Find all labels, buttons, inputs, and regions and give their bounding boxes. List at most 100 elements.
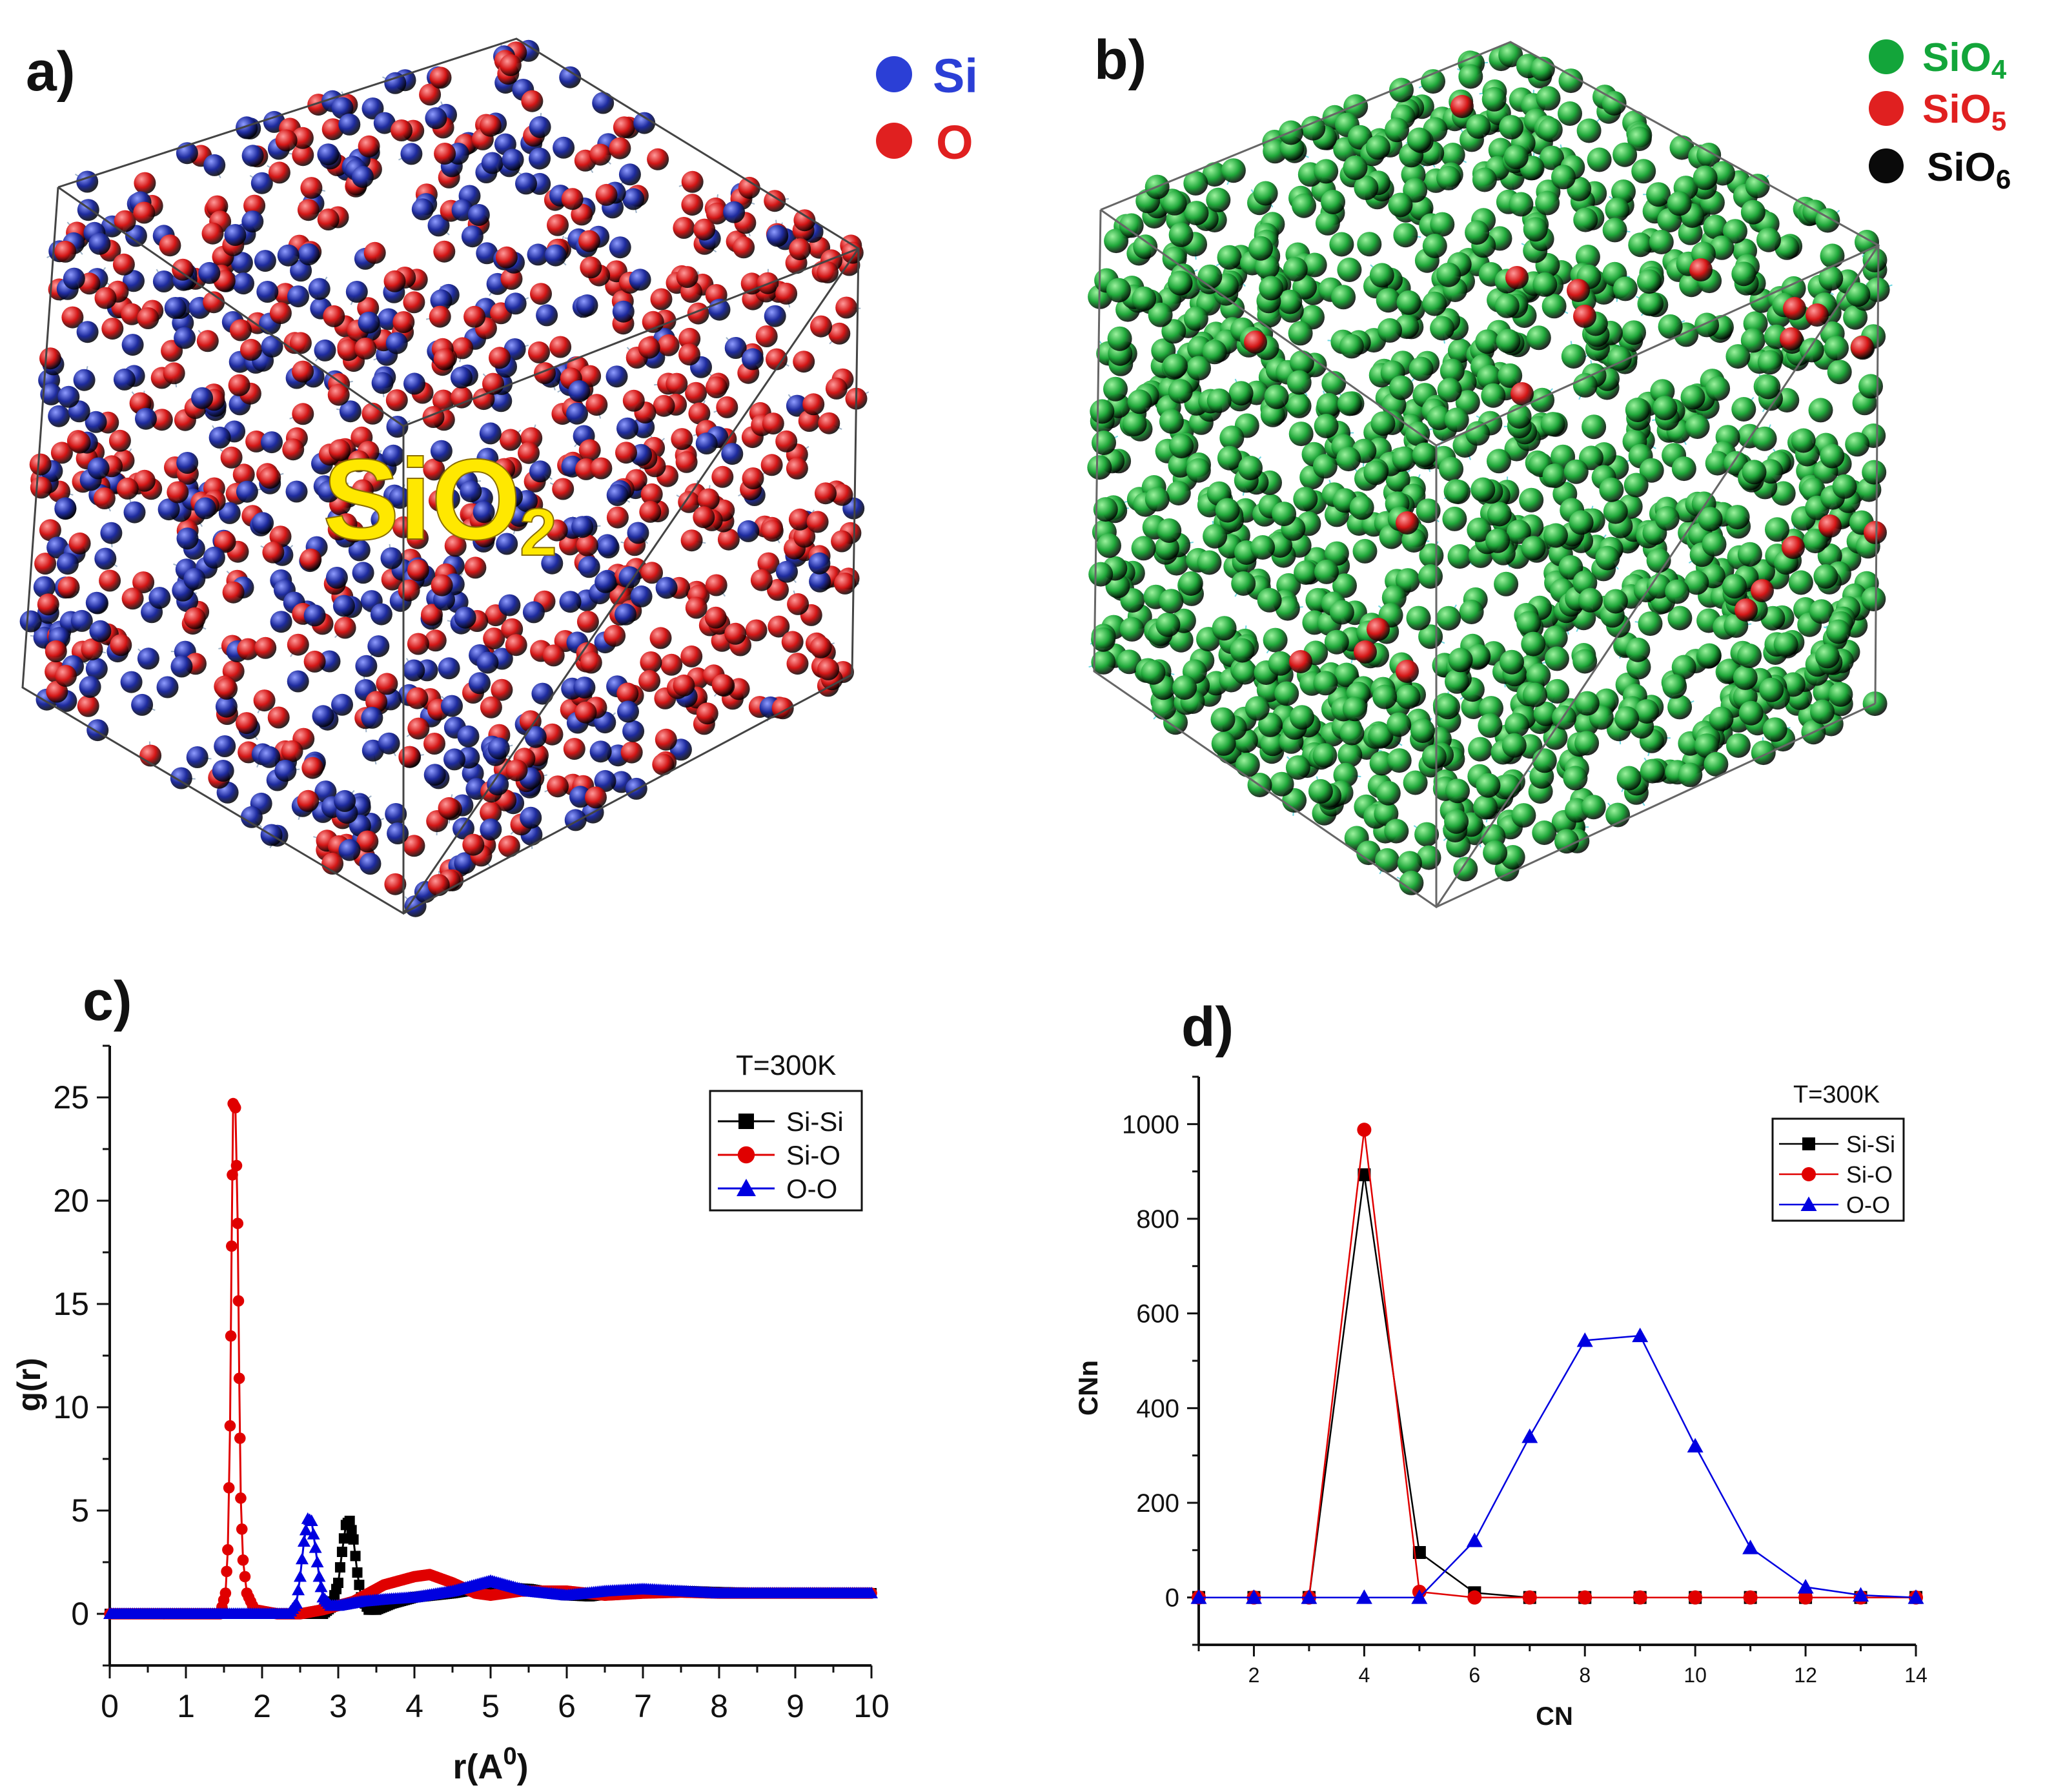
sio5-atom — [1573, 305, 1596, 328]
o-atom — [407, 559, 429, 582]
o-atom — [444, 535, 467, 557]
o-atom — [419, 83, 442, 106]
o-atom — [676, 266, 698, 289]
si-atom — [170, 767, 192, 789]
o-atom — [640, 651, 662, 673]
sio4-atom — [1357, 232, 1382, 257]
o-atom — [762, 412, 784, 435]
sio4-atom — [1232, 660, 1257, 685]
o-atom — [825, 377, 848, 400]
sio4-atom — [1132, 286, 1157, 311]
si-atom — [287, 285, 309, 308]
sio5-atom — [1818, 514, 1842, 538]
y-tick-label: 200 — [1136, 1489, 1179, 1518]
y-tick-label: 20 — [53, 1183, 89, 1219]
o-atom — [761, 520, 784, 542]
x-tick-label: 8 — [1579, 1664, 1591, 1687]
sio4-atom — [1762, 717, 1787, 742]
o-atom — [34, 553, 57, 575]
sio4-atom — [1481, 87, 1507, 112]
si-atom — [120, 671, 143, 693]
sio4-atom — [1572, 649, 1598, 674]
sio4-atom — [1722, 574, 1747, 599]
sio4-atom — [1301, 116, 1326, 141]
sio4-atom — [1516, 611, 1541, 636]
sio4-atom — [1329, 232, 1354, 257]
si-atom — [480, 819, 502, 840]
sio4-atom — [1446, 480, 1470, 505]
sio4-atom — [1501, 733, 1527, 758]
o-atom — [775, 282, 798, 305]
sio4-atom — [1436, 606, 1461, 631]
data-point — [1742, 1540, 1759, 1554]
si-atom — [527, 243, 549, 266]
si-atom — [609, 236, 631, 259]
sio4-atom — [1551, 165, 1576, 190]
sio4-atom — [1733, 665, 1758, 690]
sio4-atom — [1788, 570, 1813, 595]
sio4-atom — [1148, 302, 1173, 327]
sio4-atom — [1526, 325, 1551, 351]
si-atom — [325, 567, 348, 589]
o-atom — [518, 442, 540, 464]
o-atom — [789, 238, 811, 261]
o-atom — [351, 479, 374, 502]
o-atom — [54, 240, 77, 263]
si-atom — [498, 594, 521, 616]
o-atom — [335, 513, 358, 535]
si-atom — [629, 269, 651, 291]
si-atom — [261, 335, 283, 358]
legend-sio4-marker — [1869, 39, 1904, 74]
sio4-atom — [1694, 312, 1720, 338]
o-atom — [289, 332, 312, 354]
o-atom — [108, 429, 131, 452]
x-tick-label: 10 — [853, 1688, 890, 1724]
si-atom — [809, 570, 831, 593]
sio4-atom — [1092, 431, 1116, 455]
o-atom — [337, 339, 360, 361]
sio4-atom — [1554, 829, 1579, 854]
legend-d: Si-Si Si-O O-O — [1771, 1117, 1905, 1222]
sio4-atom — [1740, 328, 1765, 353]
data-point — [222, 1544, 234, 1556]
o-atom — [495, 246, 518, 269]
sio4-atom — [1217, 445, 1242, 471]
sio4-atom — [1219, 425, 1245, 451]
sio4-atom — [1106, 278, 1131, 303]
sio4-atom — [1540, 412, 1565, 437]
si-atom — [87, 457, 110, 480]
sio4-atom — [1269, 771, 1294, 797]
o-atom — [660, 653, 683, 676]
sio4-atom — [1392, 446, 1417, 471]
sio4-atom — [1494, 571, 1519, 596]
sio4-atom — [1168, 379, 1193, 404]
o-atom — [620, 741, 643, 764]
sio4-atom — [1536, 86, 1561, 111]
si-atom — [764, 305, 786, 327]
data-point — [1466, 1532, 1483, 1547]
sio4-atom — [1436, 262, 1461, 287]
x-axis-title: CN — [1536, 1702, 1573, 1731]
o-atom — [685, 596, 707, 619]
sio4-atom — [1131, 536, 1156, 561]
o-atom — [132, 571, 155, 594]
o-atom — [392, 311, 415, 333]
o-atom — [688, 402, 711, 425]
data-point — [219, 1587, 232, 1599]
x-tick-label: 4 — [1358, 1664, 1370, 1687]
si-atom — [164, 297, 187, 319]
o-atom — [678, 491, 700, 513]
si-atom — [618, 163, 641, 186]
o-atom — [622, 389, 645, 412]
o-atom — [232, 463, 255, 486]
o-atom — [615, 442, 637, 464]
o-atom — [376, 673, 398, 695]
data-point — [295, 1553, 309, 1565]
sio4-atom — [1503, 145, 1529, 170]
sio4-atom — [1862, 460, 1887, 485]
si-atom — [380, 547, 403, 569]
sio2-overlay-subscript: 2 — [520, 495, 557, 570]
o-atom — [423, 458, 445, 481]
sio4-atom — [1403, 770, 1428, 795]
sio4-atom — [1773, 632, 1798, 657]
